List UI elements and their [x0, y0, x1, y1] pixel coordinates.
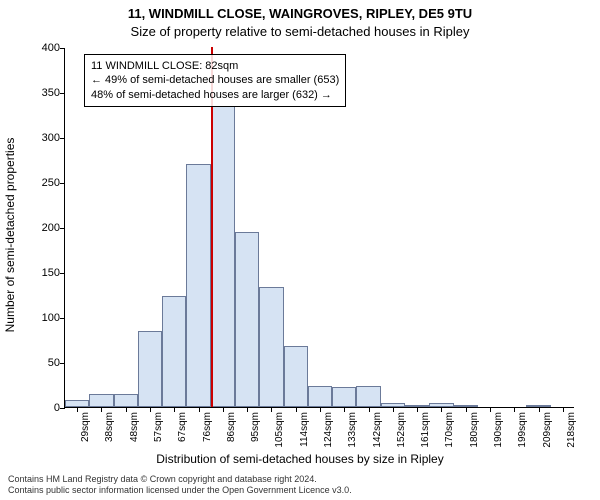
x-tick-label: 124sqm	[323, 412, 334, 448]
x-tick-label: 133sqm	[347, 412, 358, 448]
footer-attribution: Contains HM Land Registry data © Crown c…	[8, 474, 352, 496]
x-tick-label: 161sqm	[420, 412, 431, 448]
y-axis-title: Number of semi-detached properties	[3, 40, 17, 235]
x-tick-label: 114sqm	[299, 412, 310, 447]
histogram-bar	[89, 394, 113, 408]
histogram-bar	[332, 387, 356, 407]
y-tick-label: 300	[42, 132, 60, 144]
histogram-bar	[114, 394, 138, 407]
x-tick-label: 142sqm	[372, 412, 383, 448]
x-tick-label: 209sqm	[542, 412, 553, 448]
callout-box: 11 WINDMILL CLOSE: 82sqm ← 49% of semi-d…	[84, 54, 346, 107]
x-tick-label: 152sqm	[396, 412, 407, 448]
histogram-bar	[235, 232, 259, 408]
x-tick-label: 105sqm	[274, 412, 285, 448]
x-axis-title: Distribution of semi-detached houses by …	[0, 452, 600, 466]
x-tick-label: 38sqm	[104, 412, 115, 442]
y-tick-label: 100	[42, 312, 60, 324]
y-tick-label: 0	[54, 402, 60, 414]
histogram-bar	[356, 386, 380, 407]
y-tick-label: 150	[42, 267, 60, 279]
x-tick-label: 67sqm	[177, 412, 188, 442]
histogram-bar	[138, 331, 162, 408]
histogram-bar	[284, 346, 308, 407]
histogram-bar	[259, 287, 283, 407]
callout-property: 11 WINDMILL CLOSE: 82sqm	[91, 59, 339, 73]
y-tick-label: 250	[42, 177, 60, 189]
x-tick-label: 76sqm	[202, 412, 213, 442]
y-tick-label: 350	[42, 87, 60, 99]
callout-smaller: ← 49% of semi-detached houses are smalle…	[91, 73, 339, 87]
y-tick-label: 50	[48, 357, 60, 369]
x-tick-label: 218sqm	[566, 412, 577, 448]
histogram-bar	[186, 164, 210, 407]
x-tick-label: 57sqm	[153, 412, 164, 442]
x-tick-label: 199sqm	[517, 412, 528, 448]
x-tick-label: 180sqm	[469, 412, 480, 448]
x-tick-label: 48sqm	[129, 412, 140, 442]
y-tick-label: 400	[42, 42, 60, 54]
chart-title-address: 11, WINDMILL CLOSE, WAINGROVES, RIPLEY, …	[0, 6, 600, 21]
x-tick-label: 86sqm	[226, 412, 237, 442]
histogram-bar	[162, 296, 186, 407]
x-tick-label: 190sqm	[493, 412, 504, 448]
histogram-bar	[308, 386, 332, 407]
x-tick-label: 29sqm	[80, 412, 91, 442]
histogram-bar	[65, 400, 89, 407]
y-tick-label: 200	[42, 222, 60, 234]
x-tick-label: 170sqm	[444, 412, 455, 448]
chart-subtitle: Size of property relative to semi-detach…	[0, 24, 600, 39]
callout-larger: 48% of semi-detached houses are larger (…	[91, 88, 339, 102]
histogram-bar	[211, 106, 235, 408]
x-tick-label: 95sqm	[250, 412, 261, 442]
